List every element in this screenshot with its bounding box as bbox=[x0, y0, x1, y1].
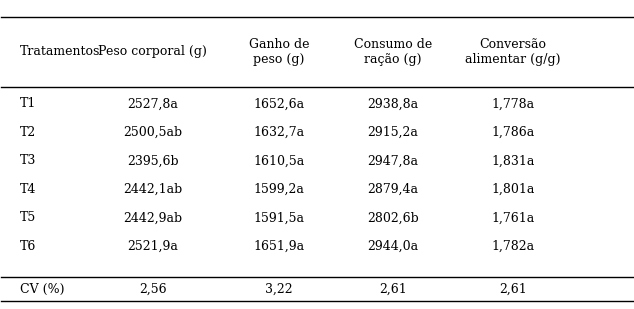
Text: 2442,1ab: 2442,1ab bbox=[123, 183, 183, 196]
Text: 2947,8a: 2947,8a bbox=[367, 154, 418, 167]
Text: 2915,2a: 2915,2a bbox=[367, 126, 418, 139]
Text: Peso corporal (g): Peso corporal (g) bbox=[98, 45, 207, 58]
Text: 1,786a: 1,786a bbox=[491, 126, 534, 139]
Text: 1,831a: 1,831a bbox=[491, 154, 534, 167]
Text: T4: T4 bbox=[20, 183, 37, 196]
Text: 2802,6b: 2802,6b bbox=[367, 211, 418, 224]
Text: 1,782a: 1,782a bbox=[491, 240, 534, 253]
Text: 1591,5a: 1591,5a bbox=[254, 211, 304, 224]
Text: 1652,6a: 1652,6a bbox=[254, 97, 305, 111]
Text: 1,801a: 1,801a bbox=[491, 183, 534, 196]
Text: Conversão
alimentar (g/g): Conversão alimentar (g/g) bbox=[465, 38, 560, 66]
Text: T6: T6 bbox=[20, 240, 37, 253]
Text: 2527,8a: 2527,8a bbox=[127, 97, 178, 111]
Text: CV (%): CV (%) bbox=[20, 283, 65, 296]
Text: 2944,0a: 2944,0a bbox=[367, 240, 418, 253]
Text: 1599,2a: 1599,2a bbox=[254, 183, 304, 196]
Text: 2395,6b: 2395,6b bbox=[127, 154, 179, 167]
Text: 2879,4a: 2879,4a bbox=[367, 183, 418, 196]
Text: 2938,8a: 2938,8a bbox=[367, 97, 418, 111]
Text: Tratamentos: Tratamentos bbox=[20, 45, 101, 58]
Text: T5: T5 bbox=[20, 211, 37, 224]
Text: 2,56: 2,56 bbox=[139, 283, 167, 296]
Text: T3: T3 bbox=[20, 154, 37, 167]
Text: 1,778a: 1,778a bbox=[491, 97, 534, 111]
Text: 2521,9a: 2521,9a bbox=[127, 240, 178, 253]
Text: 1632,7a: 1632,7a bbox=[254, 126, 305, 139]
Text: T2: T2 bbox=[20, 126, 37, 139]
Text: Consumo de
ração (g): Consumo de ração (g) bbox=[354, 38, 432, 66]
Text: 2,61: 2,61 bbox=[379, 283, 406, 296]
Text: 2500,5ab: 2500,5ab bbox=[124, 126, 183, 139]
Text: T1: T1 bbox=[20, 97, 37, 111]
Text: 1651,9a: 1651,9a bbox=[254, 240, 305, 253]
Text: Ganho de
peso (g): Ganho de peso (g) bbox=[249, 38, 309, 66]
Text: 1,761a: 1,761a bbox=[491, 211, 534, 224]
Text: 2,61: 2,61 bbox=[499, 283, 527, 296]
Text: 1610,5a: 1610,5a bbox=[254, 154, 305, 167]
Text: 2442,9ab: 2442,9ab bbox=[124, 211, 183, 224]
Text: 3,22: 3,22 bbox=[265, 283, 293, 296]
